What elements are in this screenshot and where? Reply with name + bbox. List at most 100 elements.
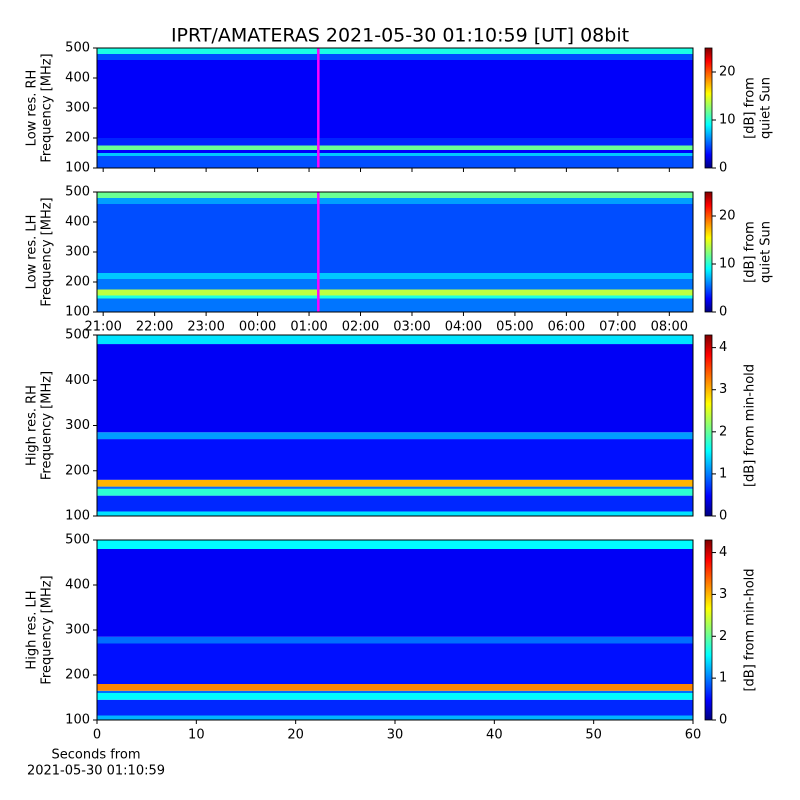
- y-tick-label: 200: [65, 668, 90, 683]
- x-tick-label: 10: [188, 728, 205, 743]
- spectrum-band: [97, 693, 693, 700]
- spectrum-band: [97, 699, 693, 716]
- y-tick-label: 100: [65, 305, 90, 320]
- colorbar-tick-label: 10: [719, 113, 736, 128]
- spectrum-band: [97, 439, 693, 480]
- colorbar-tick-label: 4: [719, 545, 727, 560]
- colorbar: [704, 539, 713, 721]
- x-axis-label: 2021-05-30 01:10:59: [27, 764, 165, 779]
- spectrum-band: [97, 344, 693, 433]
- x-tick-label: 08:00: [651, 320, 688, 335]
- x-tick-label: 23:00: [187, 320, 224, 335]
- y-axis-label: High res. LH: [25, 590, 40, 669]
- y-tick-label: 200: [65, 463, 90, 478]
- x-tick-label: 50: [585, 728, 602, 743]
- spectrum-band: [97, 48, 693, 54]
- y-axis-label: Low res. RH: [25, 70, 40, 147]
- spectrum-band: [97, 54, 693, 60]
- spectrum-band: [97, 60, 693, 138]
- y-axis-label: High res. RH: [25, 385, 40, 466]
- y-axis-label: Frequency [MHz]: [40, 371, 55, 480]
- x-tick-label: 00:00: [239, 320, 276, 335]
- x-tick-label: 06:00: [548, 320, 585, 335]
- x-tick-label: 05:00: [496, 320, 533, 335]
- x-tick-label: 60: [685, 728, 702, 743]
- colorbar-tick-label: 0: [719, 509, 727, 524]
- y-axis-label: Frequency [MHz]: [40, 575, 55, 684]
- y-tick-label: 500: [65, 185, 90, 200]
- colorbar-label: quiet Sun: [759, 221, 774, 283]
- spectrum-band: [97, 684, 693, 691]
- y-tick-label: 300: [65, 418, 90, 433]
- spectrum-band: [97, 495, 693, 512]
- spectrum-band: [97, 486, 693, 489]
- spectrum-band: [97, 540, 693, 549]
- y-tick-label: 500: [65, 41, 90, 56]
- colorbar-label: [dB] from: [743, 221, 758, 283]
- spectrum-band: [97, 298, 693, 312]
- y-tick-label: 100: [65, 161, 90, 176]
- x-tick-label: 01:00: [290, 320, 327, 335]
- x-tick-label: 40: [486, 728, 503, 743]
- x-axis-label: Seconds from: [51, 748, 140, 763]
- colorbar-label: [dB] from: [743, 77, 758, 139]
- spectrum-band: [97, 150, 693, 153]
- spectrum-band: [97, 549, 693, 637]
- colorbar-tick-label: 4: [719, 340, 727, 355]
- x-tick-label: 20: [287, 728, 304, 743]
- colorbar-tick-label: 10: [719, 257, 736, 272]
- spectrum-band: [97, 198, 693, 204]
- spectrum-band: [97, 145, 693, 150]
- x-tick-label: 21:00: [84, 320, 121, 335]
- y-tick-label: 200: [65, 131, 90, 146]
- y-tick-label: 300: [65, 245, 90, 260]
- x-tick-label: 22:00: [136, 320, 173, 335]
- spectrum-band: [97, 279, 693, 290]
- spectrum-band: [97, 715, 693, 720]
- y-tick-label: 400: [65, 373, 90, 388]
- spectrum-band: [97, 138, 693, 146]
- x-tick-label: 07:00: [599, 320, 636, 335]
- spectrum-band: [97, 295, 693, 299]
- y-tick-label: 400: [65, 71, 90, 86]
- colorbar-label: quiet Sun: [759, 77, 774, 139]
- colorbar-tick-label: 0: [719, 713, 727, 728]
- colorbar: [704, 334, 713, 517]
- colorbar-tick-label: 3: [719, 587, 727, 602]
- y-tick-label: 500: [65, 533, 90, 548]
- spectrum-band: [97, 643, 693, 684]
- colorbar-tick-label: 1: [719, 466, 727, 481]
- spectrum-band: [97, 488, 693, 496]
- spectrum-band: [97, 273, 693, 279]
- spectrum-band: [97, 511, 693, 516]
- colorbar: [704, 191, 713, 313]
- spectrum-band: [97, 690, 693, 693]
- colorbar-tick-label: 20: [719, 65, 736, 80]
- colorbar-tick-label: 2: [719, 424, 727, 439]
- colorbar-tick-label: 0: [719, 305, 727, 320]
- x-tick-label: 30: [387, 728, 404, 743]
- colorbar-tick-label: 2: [719, 629, 727, 644]
- y-axis-label: Frequency [MHz]: [40, 53, 55, 162]
- chart-title: IPRT/AMATERAS 2021-05-30 01:10:59 [UT] 0…: [171, 25, 629, 47]
- spectrum-band: [97, 636, 693, 644]
- y-tick-label: 200: [65, 275, 90, 290]
- colorbar-tick-label: 3: [719, 382, 727, 397]
- colorbar: [704, 47, 713, 169]
- colorbar-tick-label: 0: [719, 161, 727, 176]
- colorbar-label: [dB] from min-hold: [743, 364, 758, 487]
- x-tick-label: 0: [93, 728, 101, 743]
- x-tick-label: 02:00: [342, 320, 379, 335]
- y-tick-label: 400: [65, 578, 90, 593]
- x-tick-label: 04:00: [445, 320, 482, 335]
- spectrum-band: [97, 432, 693, 440]
- y-axis-label: Frequency [MHz]: [40, 197, 55, 306]
- spectrum-band: [97, 153, 693, 156]
- y-tick-label: 300: [65, 623, 90, 638]
- x-tick-label: 03:00: [393, 320, 430, 335]
- spectrum-band: [97, 289, 693, 296]
- y-tick-label: 300: [65, 101, 90, 116]
- y-tick-label: 400: [65, 215, 90, 230]
- spectrum-band: [97, 192, 693, 198]
